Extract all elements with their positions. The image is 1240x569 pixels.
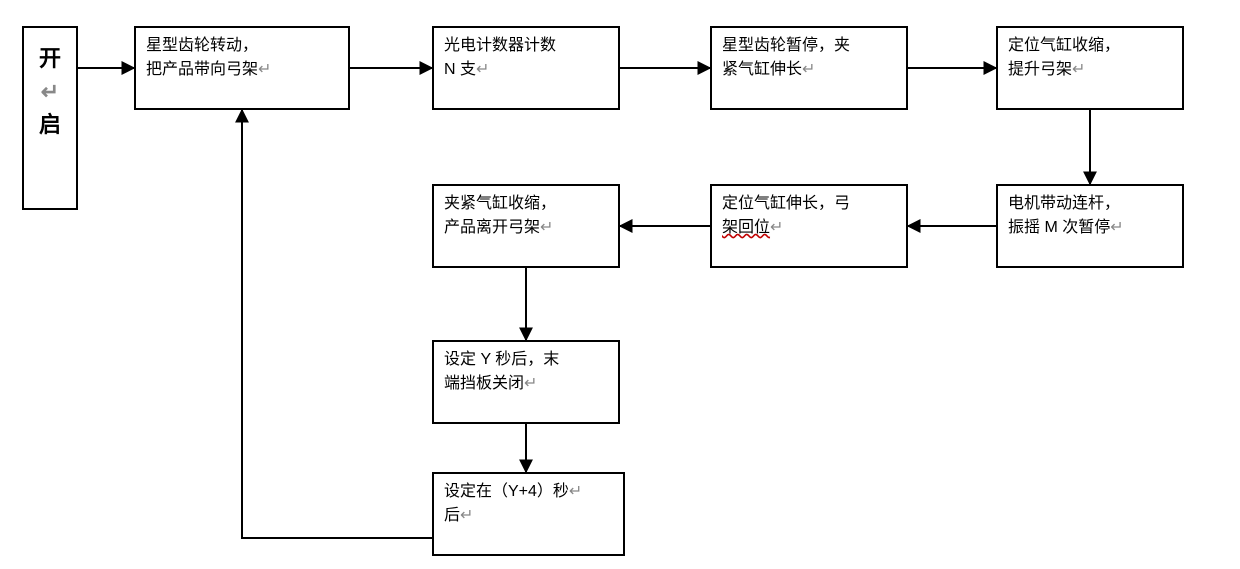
node-text-line: 后↵: [444, 504, 613, 528]
node-text-line: 提升弓架↵: [1008, 58, 1172, 82]
flow-node-n2: 光电计数器计数N 支↵: [432, 26, 620, 110]
node-text-line: 光电计数器计数: [444, 34, 608, 58]
node-text-line: 端挡板关闭↵: [444, 372, 608, 396]
node-text-line: 星型齿轮暂停，夹: [722, 34, 896, 58]
flow-node-n1: 星型齿轮转动，把产品带向弓架↵: [134, 26, 350, 110]
node-text-line: 星型齿轮转动，: [146, 34, 338, 58]
flow-node-n5: 电机带动连杆，振摇 M 次暂停↵: [996, 184, 1184, 268]
node-text-line: 架回位↵: [722, 216, 896, 240]
node-text-line: 产品离开弓架↵: [444, 216, 608, 240]
node-text-line: 启: [39, 108, 61, 141]
flow-node-n4: 定位气缸收缩，提升弓架↵: [996, 26, 1184, 110]
edge-n9-n1: [242, 110, 432, 538]
flow-node-n9: 设定在（Y+4）秒↵后↵: [432, 472, 625, 556]
node-text-line: 开: [39, 42, 61, 75]
node-text-line: N 支↵: [444, 58, 608, 82]
node-text-line: 夹紧气缸收缩，: [444, 192, 608, 216]
flow-node-n7: 夹紧气缸收缩，产品离开弓架↵: [432, 184, 620, 268]
node-text-line: 振摇 M 次暂停↵: [1008, 216, 1172, 240]
node-text-line: 定位气缸收缩，: [1008, 34, 1172, 58]
node-text-line: 电机带动连杆，: [1008, 192, 1172, 216]
flowchart-canvas: 开↵启星型齿轮转动，把产品带向弓架↵光电计数器计数N 支↵星型齿轮暂停，夹紧气缸…: [0, 0, 1240, 569]
node-text-line: 把产品带向弓架↵: [146, 58, 338, 82]
node-text-line: 设定在（Y+4）秒↵: [444, 480, 613, 504]
flow-node-n8: 设定 Y 秒后，末端挡板关闭↵: [432, 340, 620, 424]
node-text-line: 紧气缸伸长↵: [722, 58, 896, 82]
node-text-line: 设定 Y 秒后，末: [444, 348, 608, 372]
flow-node-n6: 定位气缸伸长，弓架回位↵: [710, 184, 908, 268]
node-text-line: ↵: [41, 75, 59, 108]
flow-node-n3: 星型齿轮暂停，夹紧气缸伸长↵: [710, 26, 908, 110]
flow-node-n0: 开↵启: [22, 26, 78, 210]
node-text-line: 定位气缸伸长，弓: [722, 192, 896, 216]
